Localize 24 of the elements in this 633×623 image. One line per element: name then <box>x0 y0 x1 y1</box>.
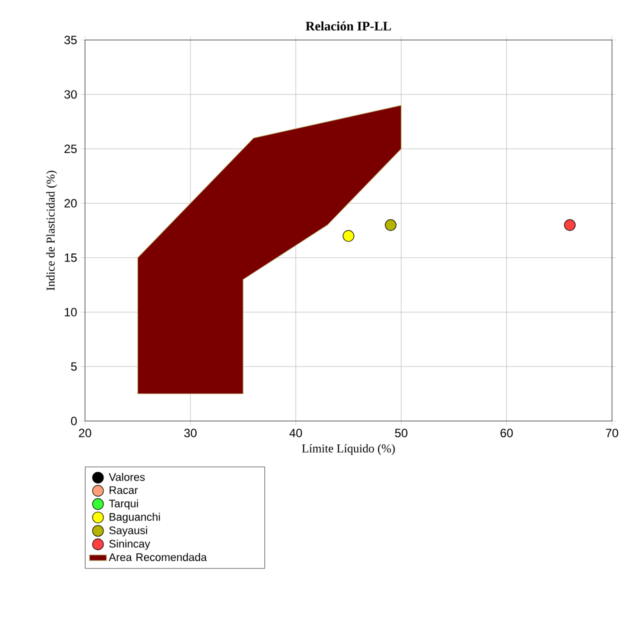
y-tick-label: 35 <box>64 36 77 44</box>
legend-label: Racar <box>110 486 138 494</box>
x-tick-label: 30 <box>184 428 197 438</box>
y-tick-label: 10 <box>64 308 77 316</box>
y-tick-label: 25 <box>64 144 77 154</box>
x-tick-label: 60 <box>500 428 513 438</box>
legend-label: Sayausi <box>109 526 148 536</box>
y-tick-label: 15 <box>64 254 77 262</box>
y-tick-label: 30 <box>64 90 77 99</box>
y-axis-title: Indice de Plasticidad (%) <box>46 170 58 290</box>
y-tick-label: 0 <box>71 416 77 426</box>
x-tick-label: 40 <box>289 428 302 438</box>
legend-label: Sinincay <box>109 540 150 550</box>
y-tick-label: 20 <box>64 199 77 208</box>
y-tick-label: 5 <box>71 362 77 371</box>
chart-title: Relación IP-LL <box>306 21 391 30</box>
legend-label: Baguanchi <box>110 512 160 523</box>
x-tick-label: 70 <box>606 428 618 438</box>
legend-label: Valores <box>108 472 145 481</box>
x-tick-label: 20 <box>78 428 92 438</box>
legend-label: Tarqui <box>109 499 138 510</box>
x-tick-label: 50 <box>395 428 408 438</box>
x-axis-title: Límite Líquido (%) <box>302 444 395 455</box>
legend-label: Area Recomendada <box>108 553 207 562</box>
